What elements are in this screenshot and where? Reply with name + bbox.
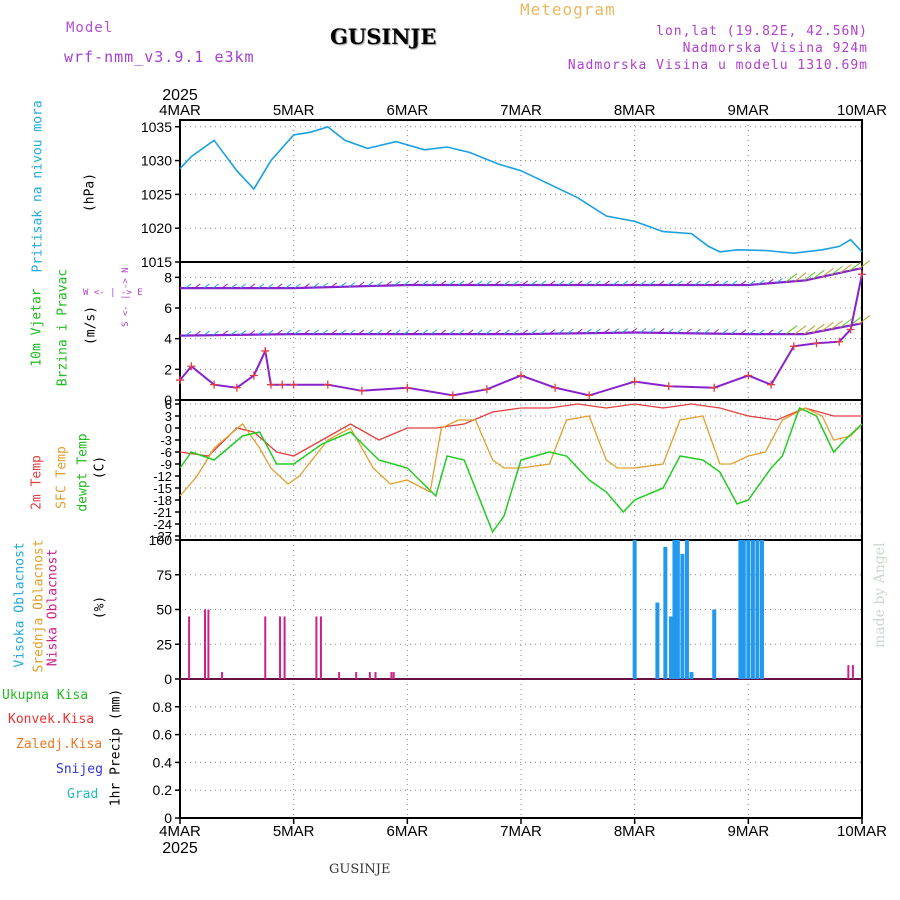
cloud-low-bar bbox=[188, 616, 190, 679]
cloud-high-bar bbox=[685, 540, 689, 679]
cloud-high-bar bbox=[633, 540, 637, 679]
wind-speed-marker bbox=[665, 382, 673, 390]
wind-speed-marker bbox=[710, 384, 718, 392]
cloud-high-bar bbox=[676, 540, 680, 679]
y-tick-label: 75 bbox=[156, 567, 172, 583]
y-tick-label: 6 bbox=[164, 300, 172, 316]
cloud-low-bar bbox=[338, 672, 340, 679]
y-tick-label: 0.2 bbox=[153, 782, 173, 798]
cloud-low-bar bbox=[375, 672, 377, 679]
cloud-high-bar bbox=[672, 540, 676, 679]
y-tick-label: 0.4 bbox=[153, 754, 173, 770]
year-label-top: 2025 bbox=[162, 87, 198, 104]
cloud-high-bar bbox=[751, 540, 755, 679]
x-tick-label-bottom: 6MAR bbox=[386, 823, 428, 840]
cloud-low-bar bbox=[355, 672, 357, 679]
cloud-low-bar bbox=[284, 616, 286, 679]
cloud-high-bar bbox=[655, 603, 659, 679]
y-tick-label: 0 bbox=[164, 671, 172, 687]
cloud-high-bar bbox=[746, 540, 750, 679]
y-tick-label: 1025 bbox=[141, 186, 172, 202]
wind-speed-marker bbox=[858, 270, 866, 278]
cloud-low-bar bbox=[315, 616, 317, 679]
y-tick-label: 8 bbox=[164, 269, 172, 285]
cloud-high-bar bbox=[742, 540, 746, 679]
y-tick-label: 0.6 bbox=[153, 727, 173, 743]
y-tick-label: 1020 bbox=[141, 220, 172, 236]
cloud-low-bar bbox=[320, 616, 322, 679]
x-tick-label-top: 10MAR bbox=[837, 102, 887, 119]
wind-row-upper bbox=[180, 268, 862, 288]
cloud-low-bar bbox=[369, 672, 371, 679]
cloud-high-bar bbox=[669, 616, 673, 679]
y-tick-label: 1015 bbox=[141, 254, 172, 270]
x-tick-label-top: 8MAR bbox=[614, 102, 656, 119]
x-tick-label-bottom: 10MAR bbox=[837, 823, 887, 840]
wind-speed-marker bbox=[290, 381, 298, 389]
y-tick-label: 2 bbox=[164, 361, 172, 377]
x-tick-label-bottom: 8MAR bbox=[614, 823, 656, 840]
cloud-high-bar bbox=[755, 540, 759, 679]
x-tick-label-top: 9MAR bbox=[727, 102, 769, 119]
x-tick-label-top: 5MAR bbox=[273, 102, 315, 119]
cloud-low-bar bbox=[204, 610, 206, 680]
y-tick-label: 0.8 bbox=[153, 699, 173, 715]
cloud-low-bar bbox=[847, 665, 849, 679]
y-tick-label: 1035 bbox=[141, 119, 172, 135]
y-tick-label: 1030 bbox=[141, 153, 172, 169]
wind-speed-marker bbox=[267, 381, 275, 389]
x-tick-label-top: 7MAR bbox=[500, 102, 542, 119]
y-tick-label: 50 bbox=[156, 602, 172, 618]
wind-speed-marker bbox=[261, 347, 269, 355]
cloud-low-bar bbox=[279, 616, 281, 679]
wind-speed-marker bbox=[551, 384, 559, 392]
x-tick-label-bottom: 5MAR bbox=[273, 823, 315, 840]
y-tick-label: 100 bbox=[149, 532, 173, 548]
cloud-low-bar bbox=[221, 672, 223, 679]
y-tick-label: 4 bbox=[164, 331, 172, 347]
wind-speed-marker bbox=[358, 387, 366, 395]
x-tick-label-top: 6MAR bbox=[386, 102, 428, 119]
x-tick-label-bottom: 7MAR bbox=[500, 823, 542, 840]
cloud-high-bar bbox=[690, 672, 694, 679]
wind-barb bbox=[786, 326, 797, 334]
cloud-low-bar bbox=[852, 665, 854, 679]
wind-speed-marker bbox=[278, 381, 286, 389]
wind-speed-marker bbox=[324, 381, 332, 389]
cloud-low-bar bbox=[390, 672, 392, 679]
cloud-low-bar bbox=[393, 672, 395, 679]
cloud-low-bar bbox=[264, 616, 266, 679]
wind-speed-marker bbox=[517, 371, 525, 379]
wind-speed-marker bbox=[744, 371, 752, 379]
cloud-high-bar bbox=[712, 610, 716, 680]
x-tick-label-bottom: 4MAR bbox=[159, 823, 201, 840]
cloud-high-bar bbox=[738, 540, 742, 679]
cloud-low-bar bbox=[207, 610, 209, 680]
y-tick-label: 25 bbox=[156, 636, 172, 652]
wind-speed-marker bbox=[483, 385, 491, 393]
cloud-high-bar bbox=[680, 554, 684, 679]
cloud-high-bar bbox=[663, 547, 667, 679]
x-tick-label-bottom: 9MAR bbox=[727, 823, 769, 840]
wind-speed-marker bbox=[585, 391, 593, 399]
x-tick-label-top: 4MAR bbox=[159, 102, 201, 119]
year-label-bottom: 2025 bbox=[162, 840, 198, 857]
wind-speed-marker bbox=[449, 391, 457, 399]
wind-speed-marker bbox=[813, 339, 821, 347]
wind-barb bbox=[859, 316, 870, 324]
meteogram-chart: 1015102010251030103502468630-3-6-9-12-15… bbox=[0, 0, 900, 900]
wind-speed-marker bbox=[403, 384, 411, 392]
wind-speed-marker bbox=[631, 378, 639, 386]
cloud-high-bar bbox=[760, 540, 764, 679]
wind-barb bbox=[795, 326, 806, 334]
